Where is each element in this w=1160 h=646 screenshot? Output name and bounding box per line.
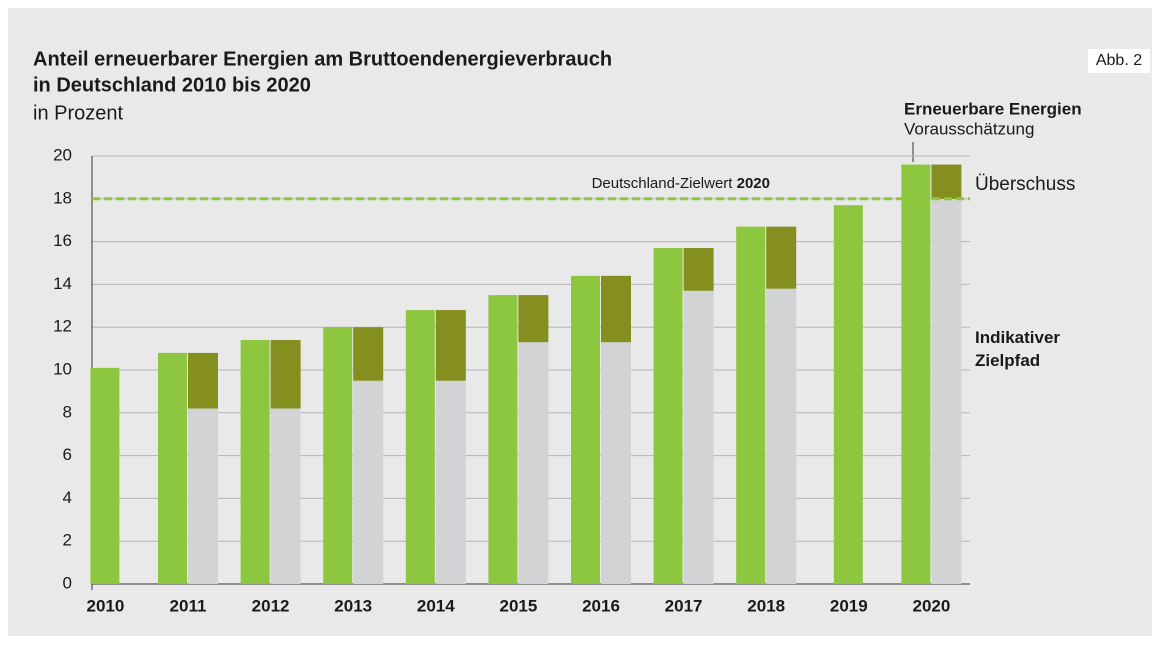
x-tick-label: 2013 bbox=[334, 596, 372, 615]
legend-label: Indikativer Zielpfad bbox=[975, 328, 1061, 370]
bar-segment bbox=[353, 327, 384, 381]
figure-label-box bbox=[1088, 49, 1150, 73]
x-tick-label: 2014 bbox=[417, 596, 455, 615]
bar bbox=[736, 226, 766, 584]
bar bbox=[518, 342, 549, 584]
bar-segment bbox=[766, 226, 797, 289]
target-label: Deutschland-Zielwert 2020 bbox=[592, 175, 770, 192]
bar bbox=[601, 342, 631, 584]
x-tick-label: 2010 bbox=[86, 596, 124, 615]
bar-segment bbox=[188, 352, 218, 409]
x-tick-label: 2016 bbox=[582, 596, 620, 615]
x-tick-label: 2018 bbox=[747, 596, 785, 615]
chart-title-line2: in Deutschland 2010 bis 2020 bbox=[33, 74, 311, 96]
x-tick-label: 2020 bbox=[912, 596, 950, 615]
bar bbox=[766, 288, 797, 584]
forecast-note: Vorausschätzung bbox=[904, 119, 1034, 138]
x-tick-label: 2015 bbox=[499, 596, 537, 615]
bar bbox=[270, 408, 301, 584]
y-tick-label: 6 bbox=[63, 445, 72, 464]
legend-label: Überschuss bbox=[975, 174, 1075, 195]
y-tick-label: 8 bbox=[63, 402, 72, 421]
bar bbox=[488, 295, 518, 584]
bar bbox=[323, 327, 353, 584]
x-tick-label: 2017 bbox=[665, 596, 703, 615]
target-label-text: Deutschland-Zielwert bbox=[592, 175, 734, 192]
y-tick-label: 20 bbox=[53, 145, 72, 164]
legend-label: Erneuerbare Energien bbox=[904, 99, 1082, 118]
chart-title: Anteil erneuerbarer Energien am Bruttoen… bbox=[33, 48, 612, 70]
x-tick-label: 2012 bbox=[252, 596, 290, 615]
bar-segment bbox=[270, 340, 301, 409]
bar bbox=[188, 408, 218, 584]
bar bbox=[90, 367, 120, 584]
bar bbox=[901, 164, 931, 584]
bar-segment bbox=[518, 295, 549, 343]
x-tick-label: 2019 bbox=[830, 596, 868, 615]
y-tick-label: 0 bbox=[63, 573, 72, 592]
bar bbox=[653, 248, 683, 584]
y-tick-label: 2 bbox=[63, 531, 72, 550]
chart-subtitle: in Prozent bbox=[33, 102, 123, 124]
bar bbox=[158, 352, 187, 584]
target-label-year: 2020 bbox=[737, 175, 770, 192]
y-tick-label: 18 bbox=[53, 188, 72, 207]
bar bbox=[683, 290, 714, 584]
bar bbox=[931, 198, 962, 585]
figure-label: Abb. 2 bbox=[1096, 52, 1142, 69]
bar bbox=[833, 205, 863, 584]
bar-segment bbox=[683, 248, 714, 291]
bar bbox=[405, 310, 435, 584]
bar bbox=[240, 340, 270, 584]
y-tick-label: 10 bbox=[53, 359, 72, 378]
y-tick-label: 4 bbox=[63, 488, 72, 507]
bar bbox=[353, 380, 384, 584]
bar bbox=[435, 380, 466, 584]
bar bbox=[571, 275, 600, 584]
bar-segment bbox=[435, 310, 466, 381]
bar-segment bbox=[601, 275, 631, 343]
y-tick-label: 14 bbox=[53, 274, 72, 293]
y-tick-label: 12 bbox=[53, 317, 72, 336]
bar-segment bbox=[931, 164, 962, 199]
x-tick-label: 2011 bbox=[170, 596, 207, 615]
y-tick-label: 16 bbox=[53, 231, 72, 250]
